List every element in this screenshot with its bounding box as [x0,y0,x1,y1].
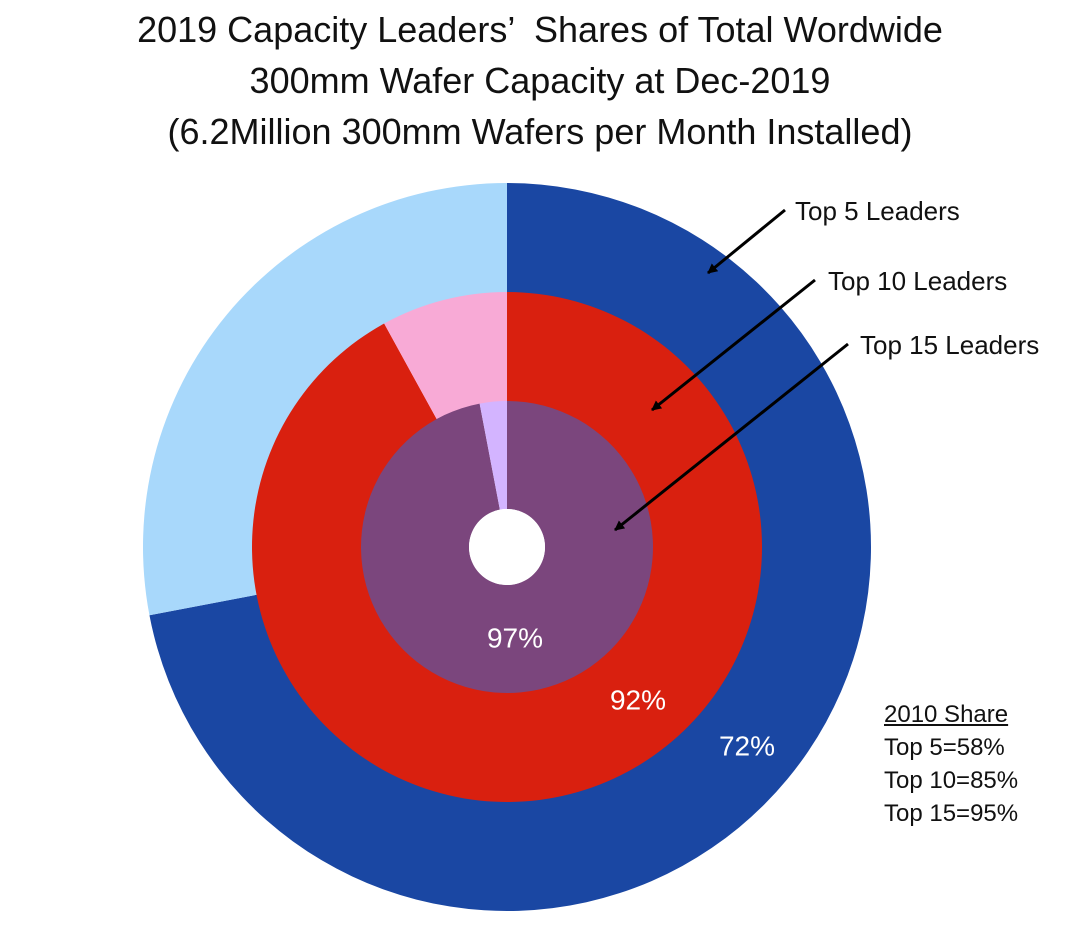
top-5-leaders-callout-label: Top 5 Leaders [795,196,960,226]
share-2010-line: Top 5=58% [884,734,1005,761]
top-15-leaders-remainder-slice [479,401,507,510]
top-15-leaders-callout-label: Top 15 Leaders [860,330,1039,360]
top-15-leaders-share-slice [360,401,653,693]
top-15-leaders-callout-arrow [614,342,849,532]
share-2010-line: Top 10=85% [884,767,1019,794]
chart-title: 2019 Capacity Leaders’ Shares of Total W… [0,4,1080,157]
donut-center-hole [469,509,545,585]
top-10-leaders-remainder-slice [384,292,507,420]
share-2010-line: Top 15=95% [884,800,1019,827]
top-15-leaders-share-label: 97% [487,622,543,653]
chart-title-line-1: 2019 Capacity Leaders’ Shares of Total W… [137,9,943,50]
top-10-leaders-callout-arrow [651,278,816,412]
top-5-leaders-share-label: 72% [719,730,775,761]
share-2010-note: 2010 Share Top 5=58% Top 10=85% Top 15=9… [884,698,1018,830]
chart-title-line-2: 300mm Wafer Capacity at Dec-2019 [249,60,831,101]
top-10-leaders-share-slice [252,292,763,802]
top-5-leaders-callout-arrow [707,208,786,275]
share-2010-heading: 2010 Share [884,701,1009,728]
top-10-leaders-callout-label: Top 10 Leaders [828,266,1007,296]
top-10-leaders-share-label: 92% [610,684,666,715]
top-5-leaders-remainder-slice [142,183,507,616]
chart-title-line-3: (6.2Million 300mm Wafers per Month Insta… [167,111,913,152]
